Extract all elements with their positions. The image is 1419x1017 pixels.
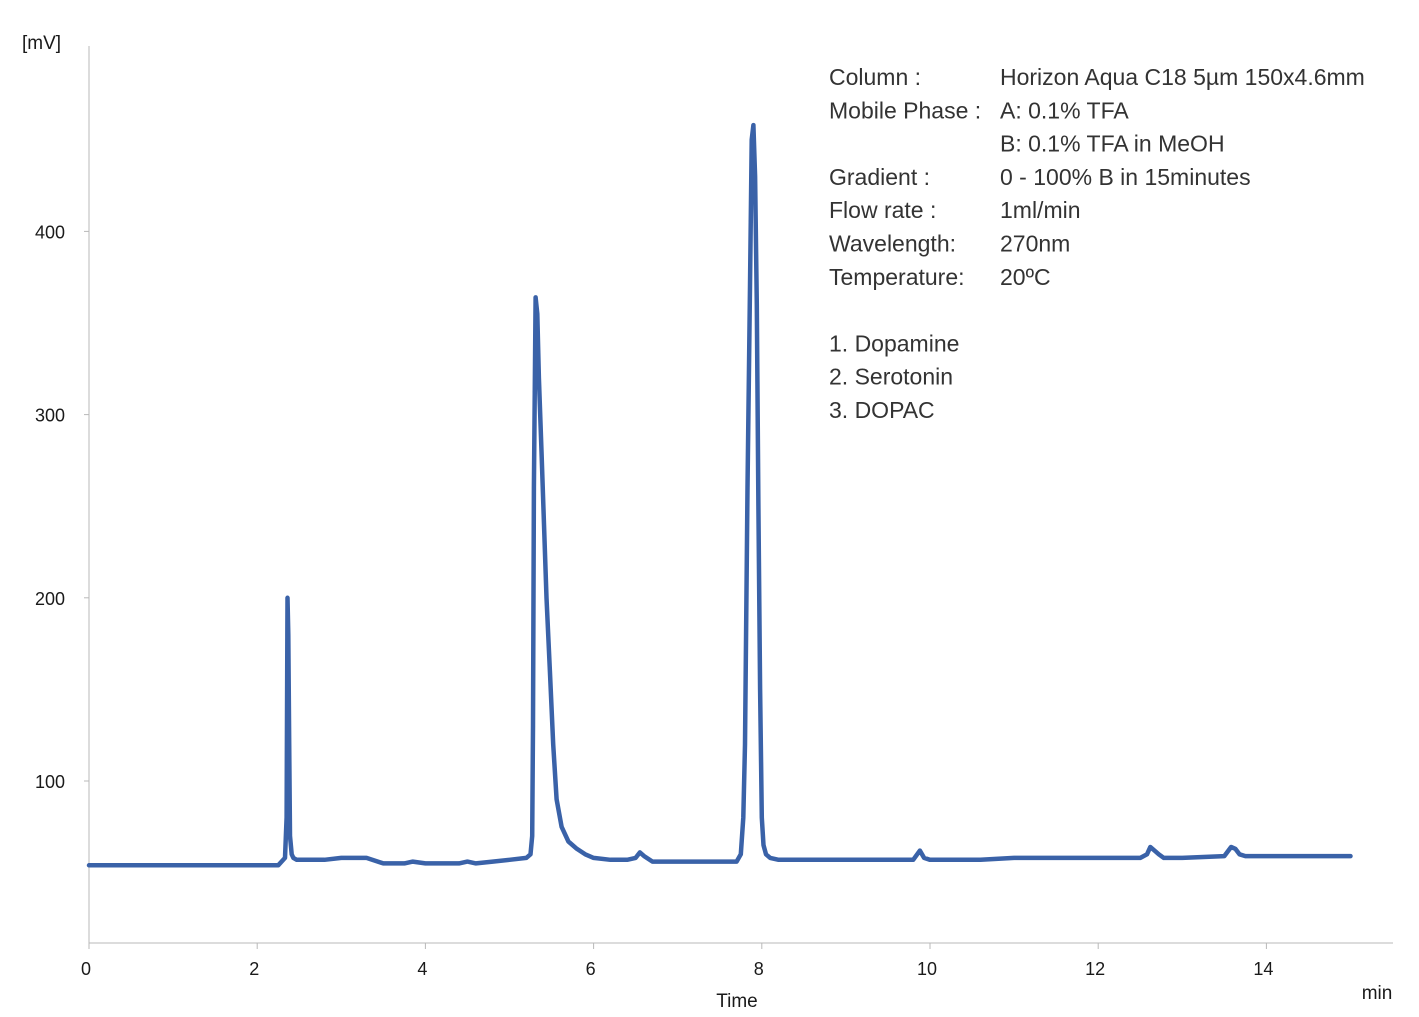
- y-tick-label: 300: [35, 406, 65, 426]
- x-tick-label: 6: [586, 959, 596, 979]
- y-unit-label: [mV]: [22, 33, 61, 54]
- x-axis-title: Time: [716, 991, 758, 1012]
- x-ticks: 0 2 4 6 8 10 12 14: [81, 943, 1273, 979]
- peak-list-item: 2. Serotonin: [829, 364, 953, 390]
- series-line: [86, 122, 1353, 868]
- annotation-label: Column :: [829, 64, 921, 90]
- annotation-value: 20ºC: [1000, 264, 1051, 290]
- annotation-label: Mobile Phase :: [829, 97, 981, 123]
- annotation-value: 270nm: [1000, 231, 1070, 257]
- y-tick-label: 400: [35, 222, 65, 242]
- annotation-value: A: 0.1% TFA: [1000, 97, 1129, 123]
- axes: [mV] Time min: [22, 33, 1393, 1012]
- annotation-value: Horizon Aqua C18 5µm 150x4.6mm: [1000, 64, 1365, 90]
- annotation-box: Column : Horizon Aqua C18 5µm 150x4.6mm Mo…: [829, 64, 1365, 423]
- annotation-value: 1ml/min: [1000, 197, 1081, 223]
- peak-list-item: 1. Dopamine: [829, 330, 959, 356]
- annotation-label: Gradient :: [829, 164, 930, 190]
- annotation-label: Flow rate :: [829, 197, 936, 223]
- x-unit-label: min: [1362, 983, 1393, 1004]
- y-tick-label: 100: [35, 772, 65, 792]
- annotation-label: Wavelength:: [829, 231, 956, 257]
- series-layer: [86, 122, 1353, 868]
- peak-list-item: 3. DOPAC: [829, 397, 935, 423]
- annotation-label: Temperature:: [829, 264, 965, 290]
- y-ticks: 100 200 300 400: [35, 222, 89, 792]
- annotation-value: B: 0.1% TFA in MeOH: [1000, 131, 1225, 157]
- x-tick-label: 8: [754, 959, 764, 979]
- annotation-value: 0 - 100% B in 15minutes: [1000, 164, 1251, 190]
- x-tick-label: 0: [81, 959, 91, 979]
- x-tick-label: 14: [1253, 959, 1273, 979]
- x-tick-label: 2: [249, 959, 259, 979]
- x-tick-label: 10: [917, 959, 937, 979]
- x-tick-label: 4: [417, 959, 427, 979]
- x-tick-label: 12: [1085, 959, 1105, 979]
- y-tick-label: 200: [35, 589, 65, 609]
